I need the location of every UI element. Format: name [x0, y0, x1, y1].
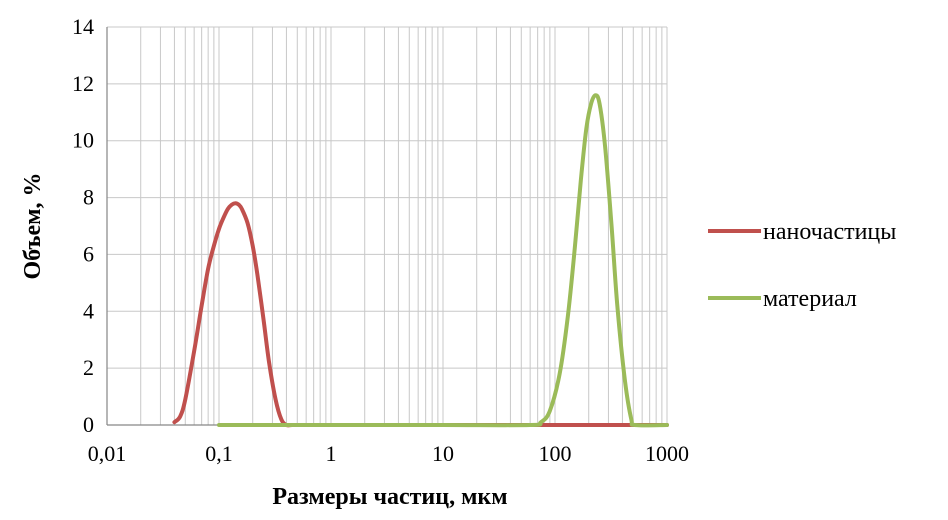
x-tick-label: 100: [539, 441, 572, 466]
series-line-наночастицы: [172, 201, 669, 428]
x-tick-label: 0,01: [88, 441, 127, 466]
y-tick-label: 2: [83, 355, 94, 380]
tick-labels: 0,01 0,1 1 10 100 1000 0 2 4 6 8 10 12 14: [72, 14, 689, 466]
y-tick-label: 0: [83, 412, 94, 437]
x-tick-label: 10: [432, 441, 454, 466]
x-tick-label: 1000: [645, 441, 689, 466]
series-layer: [172, 93, 669, 428]
x-tick-label: 1: [326, 441, 337, 466]
legend-label: наночастицы: [763, 219, 896, 245]
y-axis-title: Объем, %: [20, 172, 46, 279]
y-tick-label: 10: [72, 128, 94, 153]
y-tick-label: 14: [72, 14, 94, 39]
legend: наночастицы материал: [708, 219, 896, 312]
y-tick-label: 8: [83, 185, 94, 210]
legend-label: материал: [763, 286, 857, 312]
y-tick-label: 6: [83, 241, 94, 266]
y-tick-label: 4: [83, 298, 94, 323]
x-tick-label: 0,1: [205, 441, 233, 466]
y-tick-label: 12: [72, 71, 94, 96]
series-line-материал: [217, 93, 669, 428]
x-axis-title: Размеры частиц, мкм: [272, 484, 507, 510]
